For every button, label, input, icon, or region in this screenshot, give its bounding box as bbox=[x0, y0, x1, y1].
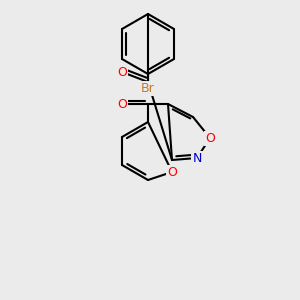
Text: O: O bbox=[117, 65, 127, 79]
Text: O: O bbox=[205, 131, 215, 145]
Text: O: O bbox=[117, 98, 127, 110]
Text: O: O bbox=[167, 166, 177, 178]
Text: N: N bbox=[192, 152, 202, 164]
Text: Br: Br bbox=[141, 82, 155, 94]
